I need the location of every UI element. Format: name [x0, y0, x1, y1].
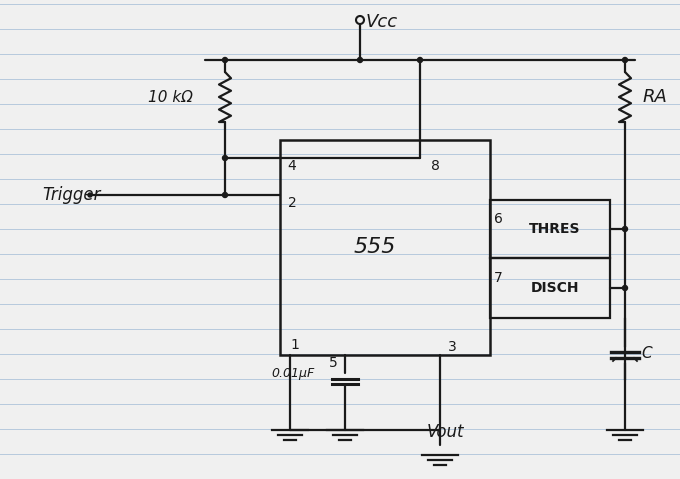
Text: Trigger: Trigger — [42, 186, 101, 204]
Text: 1: 1 — [290, 338, 299, 352]
Text: 555: 555 — [354, 237, 396, 257]
Text: 7: 7 — [494, 271, 503, 285]
Circle shape — [88, 193, 92, 197]
Circle shape — [418, 57, 422, 62]
Text: THRES: THRES — [529, 222, 581, 236]
Text: 4: 4 — [288, 159, 296, 173]
Circle shape — [222, 193, 228, 197]
Circle shape — [222, 156, 228, 160]
Text: 0.01μF: 0.01μF — [272, 366, 315, 379]
Text: DISCH: DISCH — [531, 281, 579, 295]
Text: Vout: Vout — [426, 423, 464, 441]
Circle shape — [222, 57, 228, 62]
Text: Vcc: Vcc — [366, 13, 398, 31]
Text: 3: 3 — [447, 340, 456, 354]
Text: 5: 5 — [328, 356, 337, 370]
Text: 10 kΩ: 10 kΩ — [148, 90, 192, 104]
Circle shape — [622, 57, 628, 62]
Text: C: C — [642, 345, 652, 361]
Circle shape — [622, 227, 628, 231]
Text: 6: 6 — [494, 212, 503, 226]
Text: 2: 2 — [288, 196, 296, 210]
Text: RA: RA — [643, 88, 668, 106]
Circle shape — [622, 285, 628, 290]
Text: 8: 8 — [430, 159, 439, 173]
Circle shape — [358, 57, 362, 62]
